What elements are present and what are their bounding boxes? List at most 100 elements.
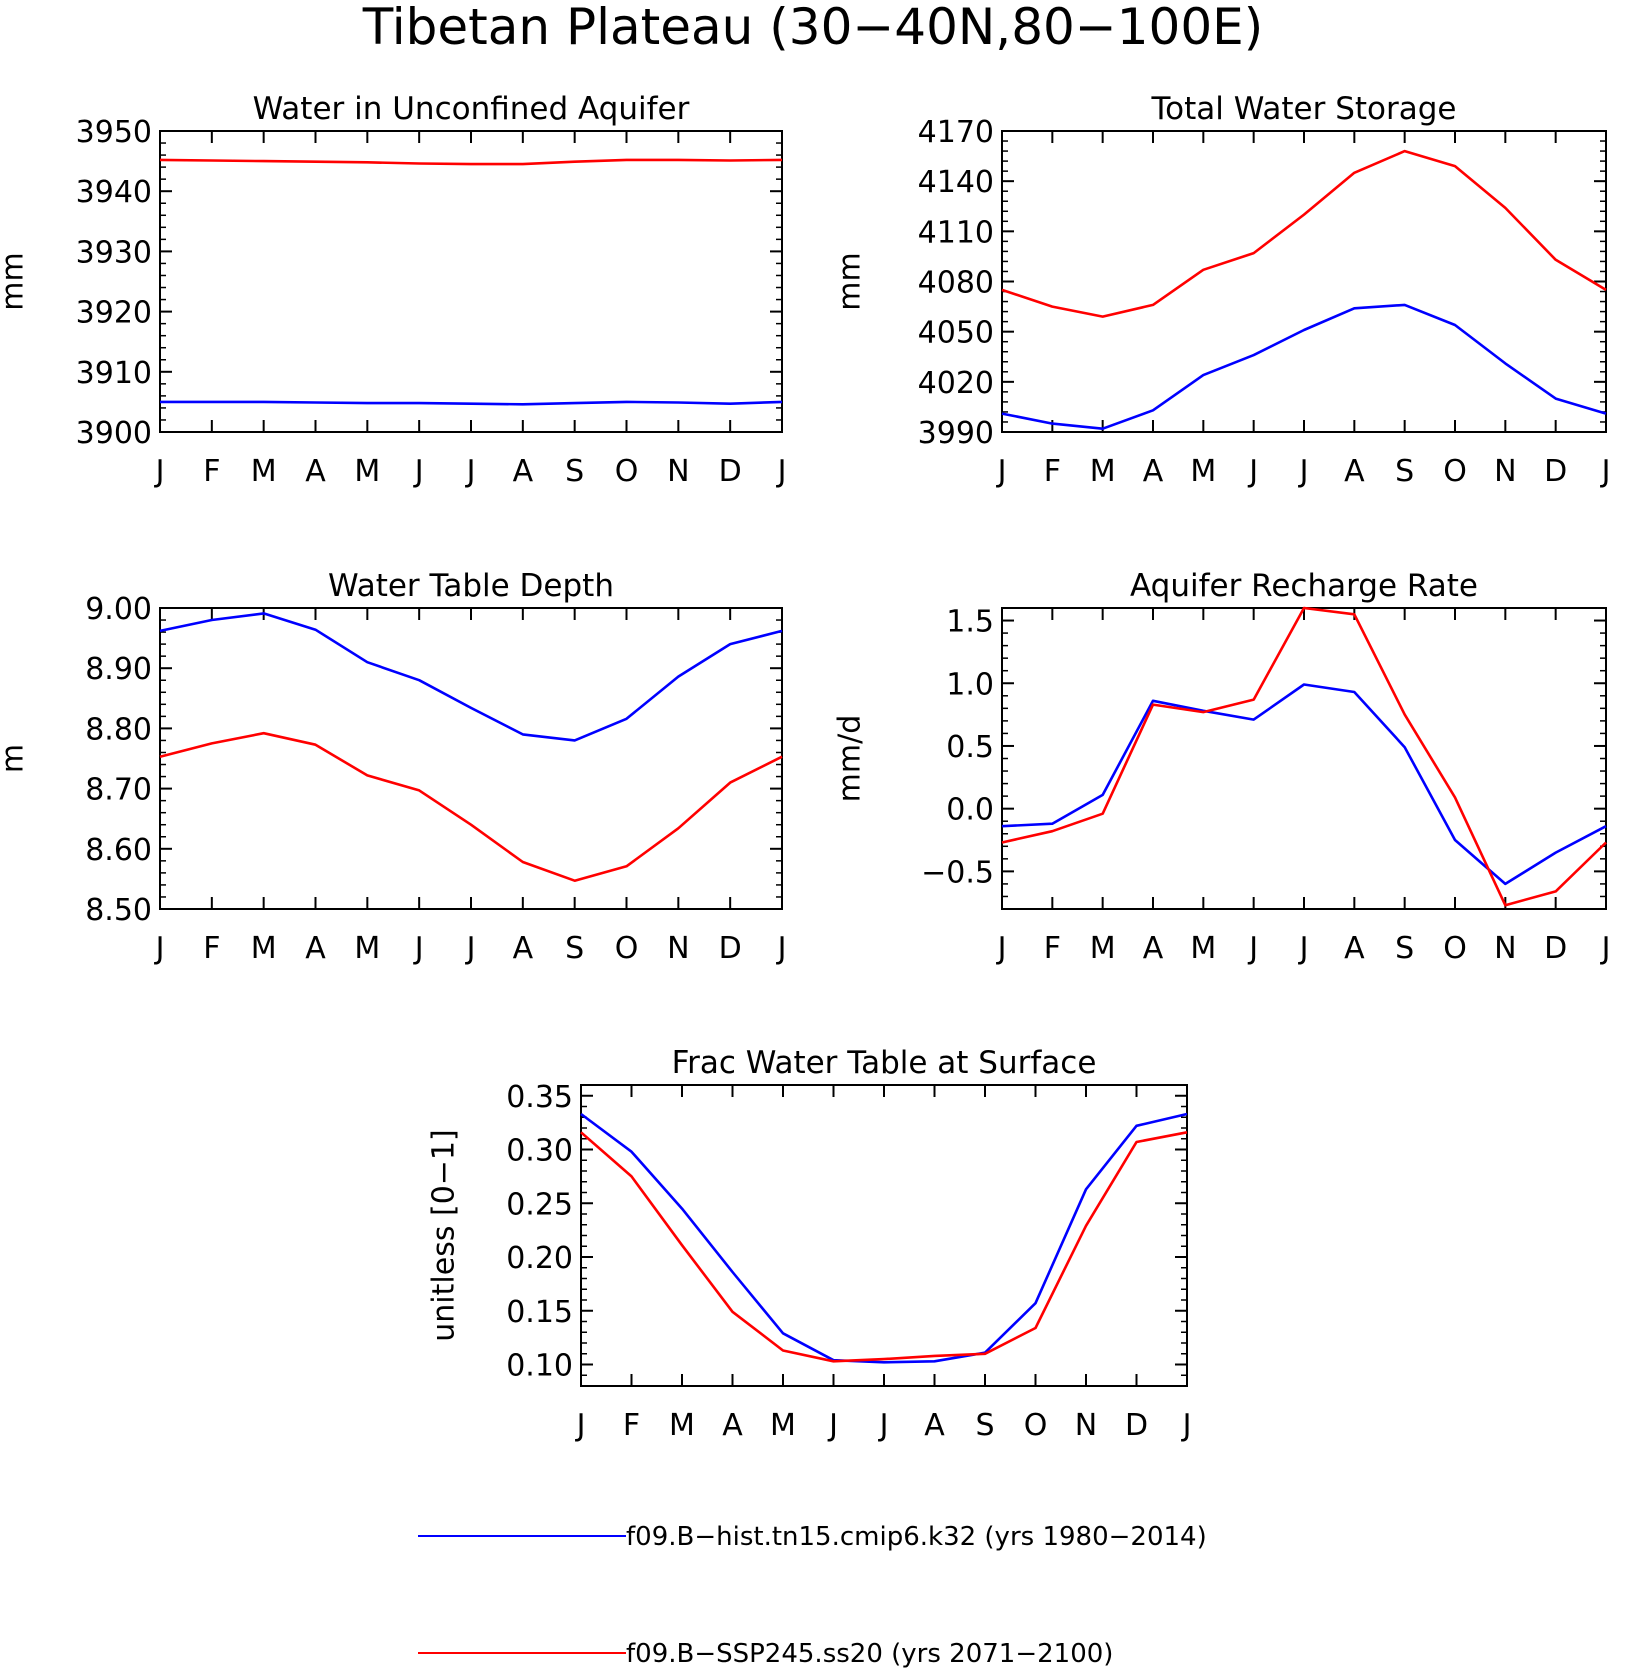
x-tick-label: M [1190, 931, 1216, 966]
y-tick-label: 0.25 [506, 1187, 573, 1222]
x-tick-label: J [1600, 931, 1611, 966]
series-line-ssp [1001, 149, 1607, 318]
x-tick-label: M [669, 1408, 695, 1443]
y-tick-label: 3930 [76, 235, 152, 270]
x-tick-label: J [996, 454, 1007, 489]
legend-label-ssp: f09.B−SSP245.ss20 (yrs 2071−2100) [626, 1639, 1113, 1669]
plot-frame [159, 130, 783, 433]
x-tick-label: O [1024, 1408, 1048, 1443]
x-tick-label: J [776, 931, 787, 966]
y-tick-label: 8.80 [85, 712, 152, 747]
x-tick-label: M [1090, 454, 1116, 489]
legend-label-hist: f09.B−hist.tn15.cmip6.k32 (yrs 1980−2014… [626, 1522, 1207, 1552]
y-tick-label: −0.5 [921, 855, 994, 890]
y-tick-label: 0.35 [506, 1080, 573, 1115]
series-line-ssp [1001, 606, 1607, 907]
y-tick-label: 8.90 [85, 652, 152, 687]
x-tick-label: N [667, 931, 689, 966]
x-tick-label: D [1544, 454, 1567, 489]
x-tick-label: S [1395, 454, 1414, 489]
x-tick-label: D [1544, 931, 1567, 966]
y-tick-label: 0.15 [506, 1295, 573, 1330]
series-line-ssp [159, 158, 783, 166]
x-tick-label: S [1395, 931, 1414, 966]
x-tick-label: O [1443, 931, 1467, 966]
x-tick-label: M [354, 454, 380, 489]
x-tick-label: A [1344, 454, 1365, 489]
x-tick-label: N [667, 454, 689, 489]
y-tick-label: 3910 [76, 356, 152, 391]
x-tick-label: M [251, 454, 277, 489]
x-tick-label: M [1190, 454, 1216, 489]
y-axis-label: mm [833, 252, 868, 310]
x-tick-label: M [251, 931, 277, 966]
x-tick-label: A [513, 454, 534, 489]
x-tick-label: A [513, 931, 534, 966]
plot-frame [1001, 607, 1607, 910]
panel-title: Water in Unconfined Aquifer [253, 91, 690, 127]
y-tick-label: 4170 [918, 115, 994, 150]
panel-title: Frac Water Table at Surface [672, 1045, 1097, 1081]
x-tick-label: J [878, 1408, 889, 1443]
x-tick-label: D [719, 454, 742, 489]
y-tick-label: 0.30 [506, 1134, 573, 1169]
y-tick-label: 3940 [76, 175, 152, 210]
y-tick-label: 3920 [76, 296, 152, 331]
x-tick-label: J [827, 1408, 838, 1443]
x-tick-label: A [1143, 931, 1164, 966]
y-tick-label: 0.0 [946, 793, 994, 828]
x-tick-label: A [1344, 931, 1365, 966]
x-tick-label: F [203, 931, 220, 966]
x-tick-label: M [770, 1408, 796, 1443]
x-tick-label: S [565, 454, 584, 489]
x-tick-label: N [1494, 931, 1516, 966]
y-axis-label: mm/d [833, 715, 868, 803]
panel-title: Aquifer Recharge Rate [1130, 568, 1478, 604]
y-tick-label: 4020 [918, 366, 994, 401]
y-tick-label: 4050 [918, 316, 994, 351]
x-tick-label: J [465, 454, 476, 489]
y-axis-label: unitless [0−1] [427, 1129, 462, 1341]
panel-title: Total Water Storage [1150, 91, 1456, 127]
y-tick-label: 4140 [918, 165, 994, 200]
y-tick-label: 0.20 [506, 1241, 573, 1276]
x-tick-label: J [465, 931, 476, 966]
y-tick-label: 0.5 [946, 730, 994, 765]
x-tick-label: A [722, 1408, 743, 1443]
x-tick-label: A [924, 1408, 945, 1443]
x-tick-label: O [615, 454, 639, 489]
series-line-hist [1001, 303, 1607, 431]
chart-panel: Frac Water Table at Surface unitless [0−1… [427, 1045, 1192, 1443]
x-tick-label: D [1125, 1408, 1148, 1443]
x-tick-label: O [1443, 454, 1467, 489]
x-tick-label: S [565, 931, 584, 966]
y-tick-label: 3950 [76, 115, 152, 150]
x-tick-label: J [1298, 931, 1309, 966]
y-tick-label: 3990 [918, 416, 994, 451]
series-line-hist [1001, 683, 1607, 886]
y-tick-label: 4080 [918, 266, 994, 301]
y-tick-label: 1.5 [946, 605, 994, 640]
series-line-hist [159, 612, 783, 742]
x-tick-label: J [154, 454, 165, 489]
series-line-hist [580, 1112, 1188, 1364]
x-tick-label: N [1494, 454, 1516, 489]
x-tick-label: J [413, 454, 424, 489]
x-tick-label: A [1143, 454, 1164, 489]
legend: f09.B−hist.tn15.cmip6.k32 (yrs 1980−2014… [418, 1522, 1207, 1669]
x-tick-label: J [154, 931, 165, 966]
y-axis-label: m [0, 744, 31, 773]
x-tick-label: J [1247, 454, 1258, 489]
x-tick-label: J [1247, 931, 1258, 966]
y-tick-label: 9.00 [85, 592, 152, 627]
x-tick-label: F [623, 1408, 640, 1443]
x-tick-label: D [719, 931, 742, 966]
x-tick-label: J [776, 454, 787, 489]
x-tick-label: J [1298, 454, 1309, 489]
series-line-ssp [159, 731, 783, 883]
x-tick-label: J [1181, 1408, 1192, 1443]
